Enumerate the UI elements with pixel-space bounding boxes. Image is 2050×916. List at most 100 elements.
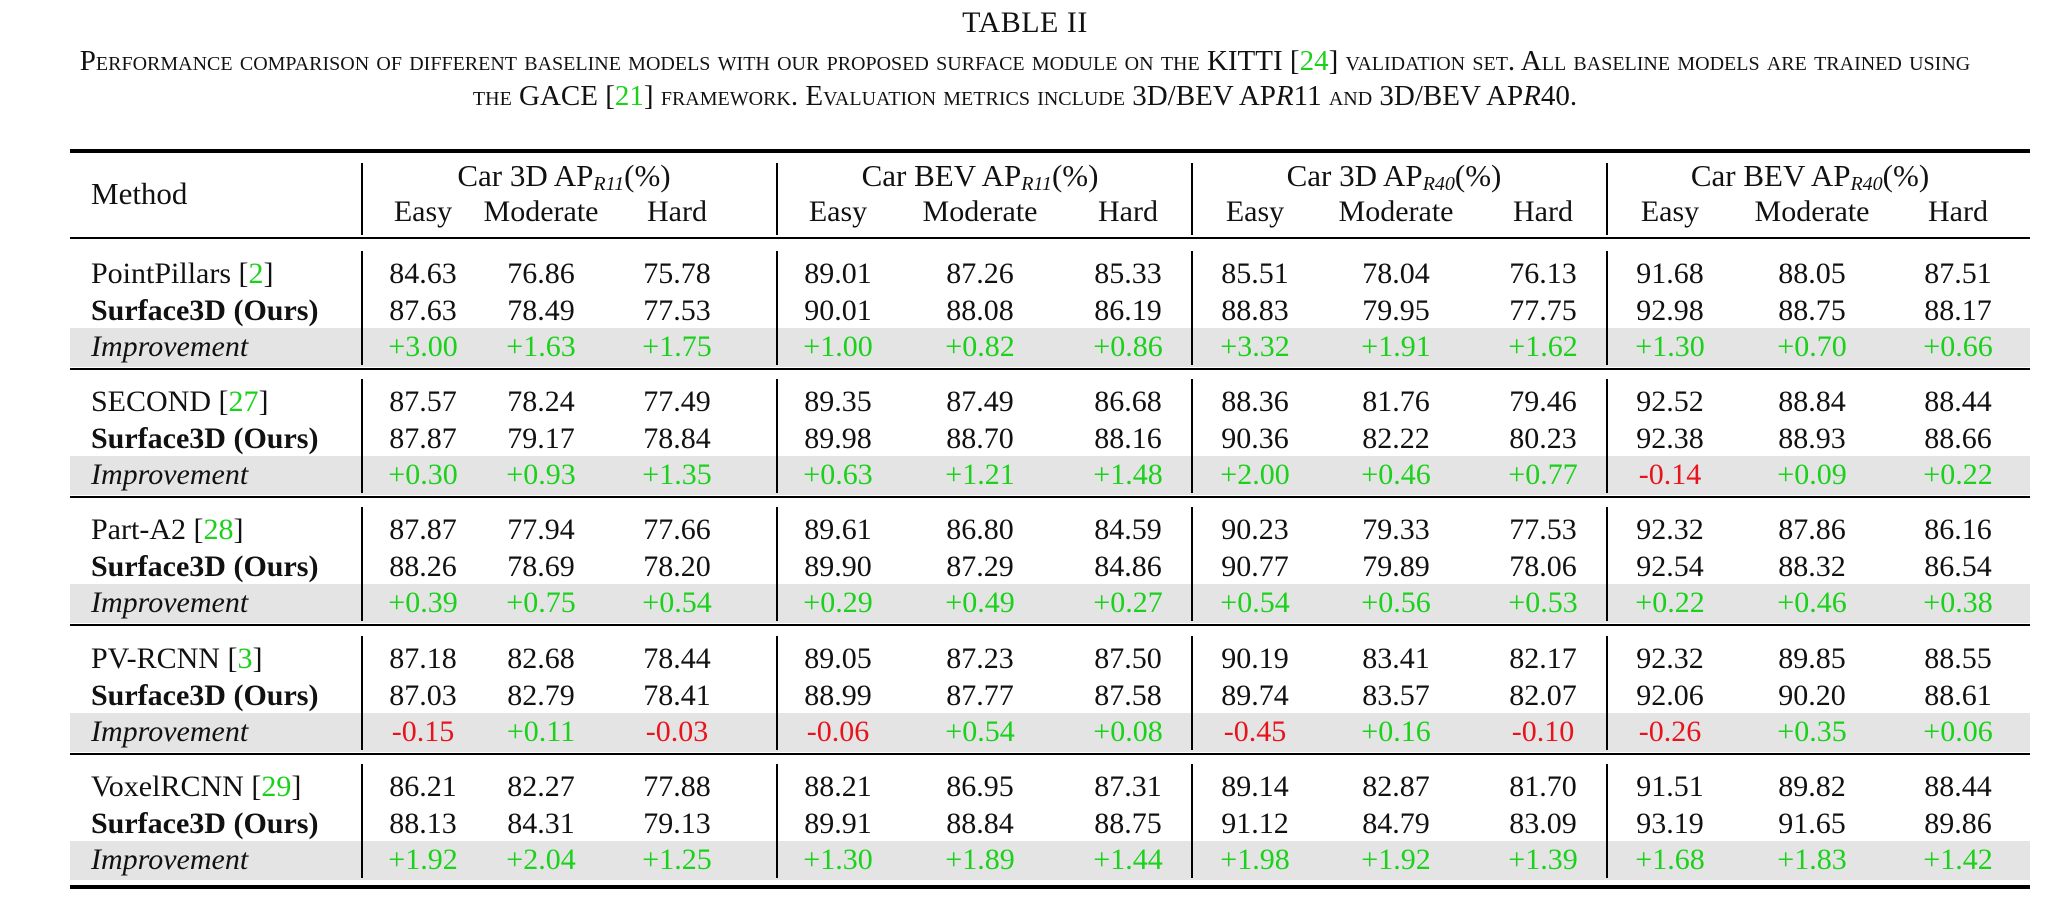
value-cell: 87.50 — [1094, 642, 1162, 675]
improvement-cell: +1.42 — [1923, 843, 1993, 876]
improvement-cell: +0.63 — [803, 458, 873, 491]
value-cell: 92.32 — [1636, 513, 1704, 546]
metric-group-header: Car BEV APR40(%) — [1691, 158, 1929, 196]
value-cell: 82.07 — [1509, 678, 1577, 712]
improvement-cell: +1.63 — [506, 330, 576, 363]
citation-open: [ — [185, 513, 204, 546]
improvement-label: Improvement — [91, 458, 248, 492]
method-name-text: VoxelRCNN — [91, 770, 244, 803]
block-separator — [776, 251, 778, 365]
value-cell: 83.57 — [1362, 678, 1430, 712]
value-cell: 92.54 — [1636, 549, 1704, 583]
metric-group-suffix: (%) — [1454, 158, 1502, 193]
value-cell: 79.46 — [1509, 385, 1577, 418]
improvement-cell: +1.83 — [1777, 843, 1847, 876]
improvement-cell: +0.30 — [388, 458, 458, 491]
header-separator — [1606, 163, 1608, 235]
method-name-text: PV-RCNN — [91, 642, 220, 675]
value-cell: 88.84 — [946, 806, 1014, 840]
citation-link[interactable]: 2 — [248, 257, 264, 290]
value-cell: 87.86 — [1778, 513, 1846, 546]
header-rule — [70, 237, 2030, 239]
top-rule — [70, 149, 2030, 153]
value-cell: 87.58 — [1094, 678, 1162, 712]
block-separator — [776, 507, 778, 621]
improvement-band — [70, 328, 2030, 367]
value-cell: 86.16 — [1924, 513, 1992, 546]
value-cell: 78.20 — [643, 549, 711, 583]
improvement-cell: +0.75 — [506, 586, 576, 619]
metric-group-suffix: (%) — [624, 158, 671, 193]
method-name-text: Surface3D (Ours) — [91, 678, 319, 712]
block-separator — [776, 764, 778, 878]
caption-ref-gace[interactable]: 21 — [614, 80, 644, 112]
method-name-text: Surface3D (Ours) — [91, 293, 319, 327]
value-cell: 89.35 — [804, 385, 872, 418]
value-cell: 91.68 — [1636, 257, 1704, 290]
metric-group-header: Car 3D APR40(%) — [1287, 158, 1502, 196]
value-cell: 83.09 — [1509, 806, 1577, 840]
value-cell: 88.36 — [1221, 385, 1289, 418]
improvement-cell: +1.39 — [1508, 843, 1578, 876]
difficulty-header: Easy — [1640, 195, 1700, 228]
value-cell: 88.75 — [1094, 806, 1162, 840]
value-cell: 88.32 — [1778, 549, 1846, 583]
value-cell: 77.53 — [1509, 513, 1577, 546]
value-cell: 90.23 — [1221, 513, 1289, 546]
citation-open: [ — [243, 770, 262, 803]
value-cell: 75.78 — [643, 257, 711, 290]
value-cell: 77.75 — [1509, 293, 1577, 327]
value-cell: 87.29 — [946, 549, 1014, 583]
value-cell: 88.05 — [1778, 257, 1846, 290]
value-cell: 82.68 — [507, 642, 575, 675]
value-cell: 78.24 — [507, 385, 575, 418]
metric-group-prefix: Car 3D AP — [1286, 158, 1423, 193]
block-separator — [1191, 379, 1193, 493]
value-cell: 79.95 — [1362, 293, 1430, 327]
value-cell: 88.44 — [1924, 385, 1992, 418]
metric-group-prefix: Car BEV AP — [1690, 158, 1851, 193]
difficulty-header: Hard — [1098, 195, 1158, 228]
value-cell: 89.01 — [804, 257, 872, 290]
caption-ref-kitti[interactable]: 24 — [1299, 45, 1329, 77]
improvement-cell: +0.22 — [1635, 586, 1705, 619]
value-cell: 90.19 — [1221, 642, 1289, 675]
value-cell: 91.12 — [1221, 806, 1289, 840]
citation-link[interactable]: 28 — [203, 513, 234, 546]
value-cell: 87.26 — [946, 257, 1014, 290]
improvement-cell: +1.44 — [1093, 843, 1163, 876]
difficulty-header: Moderate — [922, 195, 1038, 228]
value-cell: 77.88 — [643, 770, 711, 803]
value-cell: 84.63 — [389, 257, 457, 290]
value-cell: 87.51 — [1924, 257, 1992, 290]
block-separator — [1191, 764, 1193, 878]
value-cell: 87.49 — [946, 385, 1014, 418]
method-name-text: Part-A2 — [91, 513, 186, 546]
value-cell: 88.93 — [1778, 421, 1846, 455]
block-separator — [1606, 379, 1608, 493]
block-separator — [1606, 507, 1608, 621]
value-cell: 88.16 — [1094, 421, 1162, 455]
value-cell: 77.53 — [643, 293, 711, 327]
value-cell: 88.75 — [1778, 293, 1846, 327]
baseline-method-name: Part-A2 [28] — [91, 513, 243, 547]
block-separator — [361, 379, 363, 493]
value-cell: 81.70 — [1509, 770, 1577, 803]
method-name-text: Improvement — [91, 843, 249, 876]
value-cell: 91.65 — [1778, 806, 1846, 840]
difficulty-header: Hard — [647, 195, 707, 228]
value-cell: 88.55 — [1924, 642, 1992, 675]
table-caption: Performance comparison of different base… — [79, 45, 1971, 112]
improvement-cell: +0.56 — [1361, 586, 1431, 619]
improvement-cell: -0.15 — [391, 715, 455, 748]
metric-group-suffix: (%) — [1882, 158, 1930, 193]
citation-link[interactable]: 27 — [228, 385, 259, 418]
value-cell: 78.06 — [1509, 549, 1577, 583]
value-cell: 89.74 — [1221, 678, 1289, 712]
value-cell: 90.20 — [1778, 678, 1846, 712]
metric-group-header: Car 3D APR11(%) — [457, 158, 670, 196]
ours-method-name: Surface3D (Ours) — [91, 550, 318, 584]
value-cell: 89.05 — [804, 642, 872, 675]
citation-link[interactable]: 29 — [261, 770, 292, 803]
citation-link[interactable]: 3 — [237, 642, 253, 675]
